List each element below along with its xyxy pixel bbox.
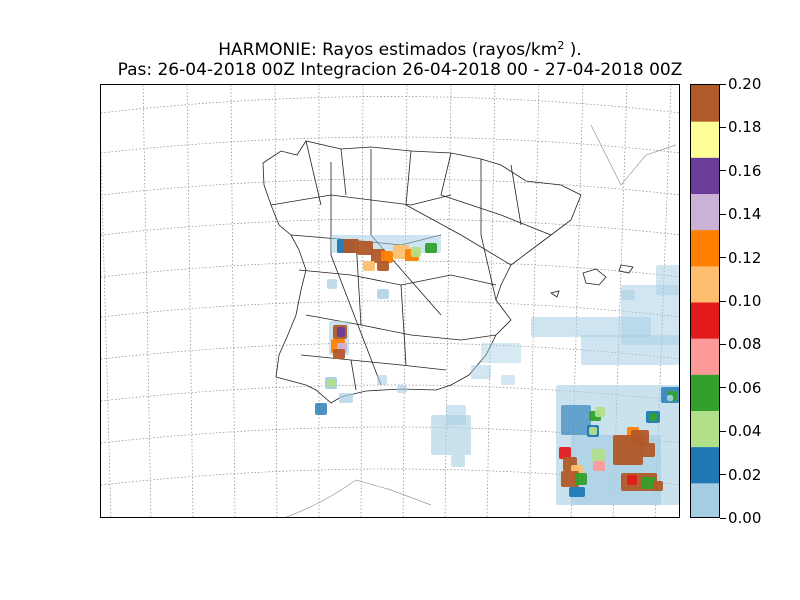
colorbar-segment — [691, 85, 719, 122]
colorbar-tick — [720, 474, 726, 476]
colorbar-tick-label: 0.12 — [728, 248, 762, 267]
density-cell — [627, 475, 637, 485]
density-cell — [411, 247, 421, 257]
density-cell — [327, 379, 335, 387]
density-cell — [501, 375, 515, 385]
colorbar-tick — [720, 126, 726, 128]
colorbar-segment — [691, 265, 719, 303]
density-cell — [653, 481, 663, 491]
colorbar-segment — [691, 374, 719, 411]
density-cell — [397, 385, 407, 393]
density-cell — [641, 443, 655, 457]
density-cell — [649, 413, 657, 421]
colorbar-tick — [720, 343, 726, 345]
colorbar-tick-label: 0.16 — [728, 161, 762, 180]
density-cell — [591, 449, 605, 461]
title-unit-superscript: 2 — [557, 39, 565, 52]
colorbar-svg — [691, 85, 719, 517]
colorbar-tick-label: 0.00 — [728, 509, 762, 527]
density-cell — [575, 473, 587, 485]
density-cell — [631, 430, 649, 446]
density-cell — [425, 243, 437, 253]
colorbar-tick — [720, 83, 726, 85]
density-cell — [621, 290, 635, 300]
colorbar-segment — [691, 302, 719, 339]
density-cell — [363, 261, 375, 271]
density-cell — [667, 395, 673, 401]
density-cell — [595, 407, 605, 417]
density-cell — [621, 285, 679, 345]
density-cell — [561, 471, 579, 487]
density-cell — [481, 343, 521, 363]
density-cell — [656, 265, 679, 295]
colorbar-tick-label: 0.02 — [728, 465, 762, 484]
colorbar-tick-label: 0.06 — [728, 378, 762, 397]
colorbar-segment — [691, 410, 719, 448]
density-cell — [561, 405, 591, 435]
colorbar-segment — [691, 446, 719, 484]
density-cell — [377, 261, 389, 271]
colorbar-tick-label: 0.10 — [728, 292, 762, 310]
colorbar-tick-label: 0.20 — [728, 75, 762, 93]
colorbar-segment — [691, 338, 719, 375]
density-cell — [559, 447, 571, 459]
map-svg — [101, 85, 679, 517]
colorbar-tick — [720, 387, 726, 389]
balearic-islands — [550, 264, 634, 298]
density-cell — [569, 487, 585, 497]
density-cell — [381, 251, 393, 263]
colorbar-tick-label: 0.14 — [728, 205, 762, 224]
colorbar — [690, 84, 720, 518]
neighbour-coastlines — [285, 124, 677, 517]
density-cell — [315, 403, 327, 415]
density-cell — [337, 327, 345, 337]
density-cell — [593, 461, 605, 471]
colorbar-segment — [691, 482, 719, 517]
colorbar-tick — [720, 517, 726, 519]
density-cell — [343, 239, 359, 253]
density-cell — [589, 427, 597, 435]
title-suffix: ). — [564, 40, 582, 60]
chart-title-line1: HARMONIE: Rayos estimados (rayos/km2 ). — [0, 36, 800, 60]
colorbar-ticks: 0.00 0.02 0.04 0.06 0.08 0.10 0.12 0.14 0.16 0.18… — [720, 76, 790, 526]
colorbar-tick-label: 0.04 — [728, 422, 762, 441]
colorbar-segment — [691, 121, 719, 158]
colorbar-segment — [691, 229, 719, 267]
colorbar-tick-label: 0.18 — [728, 118, 762, 137]
density-cell — [333, 349, 345, 359]
density-cell — [451, 455, 465, 467]
density-cell — [327, 279, 337, 289]
colorbar-segment — [691, 157, 719, 194]
lightning-density-cells — [315, 235, 679, 505]
density-cell — [377, 289, 389, 299]
density-cell — [357, 241, 373, 255]
density-cell — [641, 477, 655, 489]
density-cell — [339, 393, 353, 403]
colorbar-tick — [720, 300, 726, 302]
colorbar-tick — [720, 430, 726, 432]
colorbar-tick — [720, 213, 726, 215]
density-cell — [471, 365, 491, 379]
chart-title-line2: Pas: 26-04-2018 00Z Integracion 26-04-20… — [117, 60, 683, 80]
density-cell — [446, 405, 466, 425]
colorbar-tick — [720, 170, 726, 172]
density-cell — [377, 375, 387, 385]
map-plot-area — [100, 84, 680, 518]
title-text: HARMONIE: Rayos estimados (rayos/km — [218, 40, 558, 60]
colorbar-tick — [720, 257, 726, 259]
colorbar-segment — [691, 193, 719, 231]
colorbar-tick-label: 0.08 — [728, 335, 762, 354]
